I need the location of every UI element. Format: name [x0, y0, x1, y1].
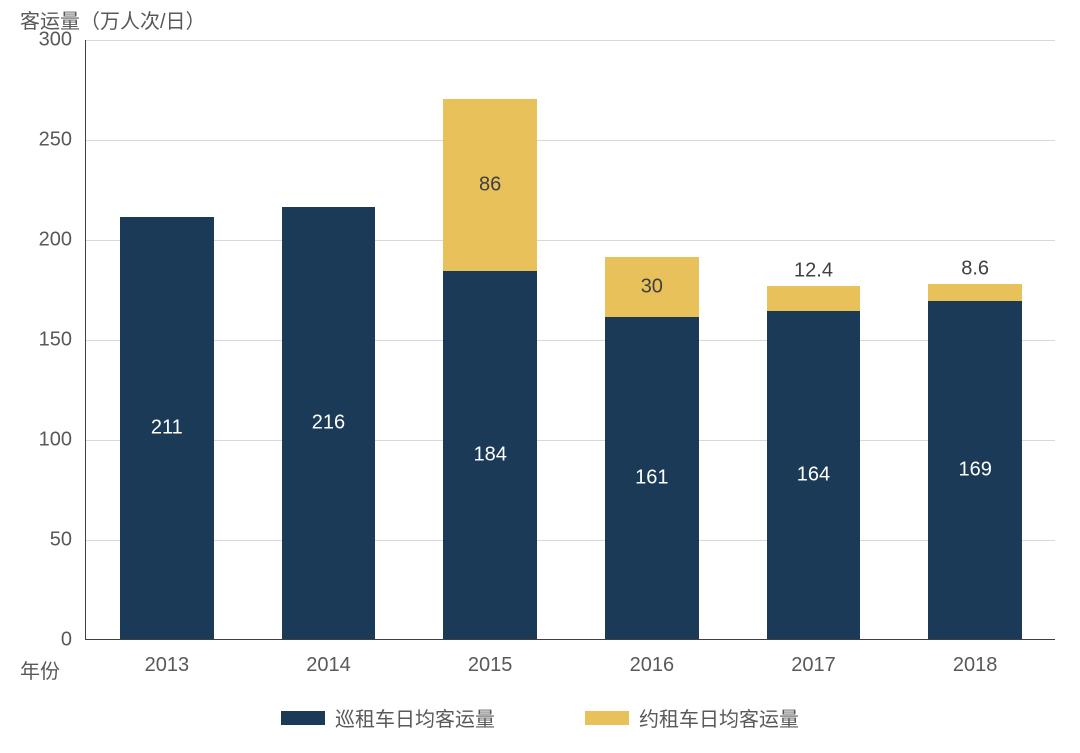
bar-value-label: 184 — [473, 444, 506, 467]
x-tick-label: 2017 — [791, 639, 836, 677]
bar-segment-cruising: 164 — [767, 311, 861, 639]
bar-segment-cruising: 216 — [282, 207, 376, 639]
bar-value-label: 12.4 — [794, 260, 833, 283]
bar-value-label: 211 — [151, 417, 183, 440]
plot-area: 0501001502002503002013211201421620151848… — [85, 40, 1055, 640]
gridline — [86, 340, 1055, 341]
y-tick-label: 200 — [39, 229, 86, 252]
bar-value-label: 86 — [479, 174, 501, 197]
gridline — [86, 140, 1055, 141]
gridline — [86, 540, 1055, 541]
x-tick-label: 2015 — [468, 639, 513, 677]
legend-label: 巡租车日均客运量 — [335, 703, 495, 732]
legend-item-ride-hailing: 约租车日均客运量 — [585, 703, 799, 732]
bar-segment-cruising: 161 — [605, 317, 699, 639]
y-tick-label: 150 — [39, 329, 86, 352]
y-tick-label: 300 — [39, 29, 86, 52]
bar-segment-ride_hailing: 12.4 — [767, 286, 861, 311]
y-tick-label: 100 — [39, 429, 86, 452]
y-tick-label: 0 — [61, 629, 86, 652]
x-tick-label: 2016 — [630, 639, 675, 677]
bar-segment-ride_hailing: 8.6 — [928, 284, 1022, 301]
legend-swatch-icon — [585, 711, 629, 725]
y-tick-label: 250 — [39, 129, 86, 152]
bar-value-label: 8.6 — [961, 257, 989, 280]
legend-swatch-icon — [281, 711, 325, 725]
bar-segment-ride_hailing: 86 — [443, 99, 537, 271]
legend: 巡租车日均客运量 约租车日均客运量 — [0, 703, 1080, 732]
x-tick-label: 2014 — [306, 639, 351, 677]
x-axis-title: 年份 — [20, 655, 60, 684]
bar-segment-ride_hailing: 30 — [605, 257, 699, 317]
gridline — [86, 40, 1055, 41]
bar-value-label: 30 — [641, 276, 663, 299]
bar-segment-cruising: 169 — [928, 301, 1022, 639]
x-tick-label: 2018 — [953, 639, 998, 677]
gridline — [86, 440, 1055, 441]
legend-item-cruising: 巡租车日均客运量 — [281, 703, 495, 732]
legend-label: 约租车日均客运量 — [639, 703, 799, 732]
x-tick-label: 2013 — [145, 639, 190, 677]
y-tick-label: 50 — [50, 529, 86, 552]
bar-value-label: 216 — [312, 412, 345, 435]
bar-value-label: 164 — [797, 464, 830, 487]
stacked-bar-chart: 客运量（万人次/日） 05010015020025030020132112014… — [0, 0, 1080, 753]
gridline — [86, 240, 1055, 241]
bar-value-label: 161 — [635, 467, 668, 490]
bar-value-label: 169 — [958, 459, 991, 482]
bar-segment-cruising: 211 — [120, 217, 214, 639]
bar-segment-cruising: 184 — [443, 271, 537, 639]
